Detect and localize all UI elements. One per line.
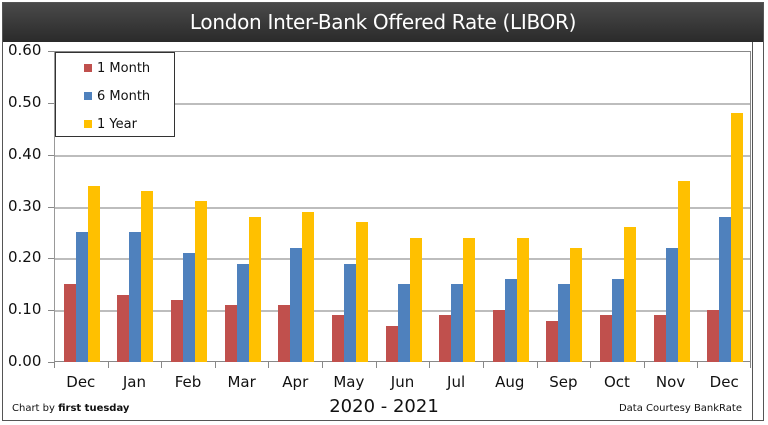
bar-6-month [719,216,732,362]
bar-1-month [439,315,452,362]
y-tick-label: 0.60 [8,41,42,59]
bar-1-year [355,222,368,362]
x-tick-label: Dec [709,373,739,391]
x-tick-label: Jul [447,373,466,391]
y-tick-mark [48,310,54,312]
bar-1-year [731,113,744,362]
bar-1-month [385,325,398,362]
x-tick-mark [268,362,270,368]
bar-1-year [248,216,261,362]
bar-6-month [611,279,624,362]
bar-1-month [224,304,237,362]
x-tick-label: Nov [655,373,686,391]
gridline [55,206,750,209]
bar-6-month [558,284,571,362]
y-tick-mark [48,362,54,363]
bar-1-year [677,180,690,362]
chart-credit: Chart by first tuesday [12,403,130,414]
x-tick-label: Jan [122,373,146,391]
x-tick-mark [214,362,216,368]
y-tick-label: 0.00 [8,352,42,370]
x-tick-mark [590,362,592,368]
x-tick-mark [536,362,538,368]
x-tick-label: Oct [603,373,630,391]
bar-6-month [183,253,196,362]
bar-6-month [504,279,517,362]
credit-name: first tuesday [58,403,130,414]
frame-right-border [752,42,763,420]
x-tick-mark [107,362,109,368]
bar-1-month [278,304,291,362]
x-tick-mark [54,362,55,368]
x-tick-label: Jun [390,373,415,391]
bar-1-year [463,237,476,362]
x-tick-label: Sep [549,373,578,391]
bar-6-month [129,232,142,362]
legend: 1 Month 6 Month 1 Year [55,52,175,137]
bar-1-year [516,237,529,362]
plot-area [54,51,751,362]
y-tick-label: 0.30 [8,196,42,215]
gridline [55,154,750,157]
bar-1-year [623,227,636,362]
y-tick-label: 0.50 [8,92,42,111]
legend-item-1-month: 1 Month [84,61,150,76]
x-tick-mark [429,362,431,368]
legend-swatch-1-year [84,120,92,128]
bar-1-month [171,299,184,362]
x-tick-mark [750,362,751,368]
bar-1-month [707,310,720,362]
bar-1-month [599,315,612,362]
bar-1-year [409,237,422,362]
bar-1-month [117,294,130,362]
bar-6-month [343,263,356,362]
legend-swatch-1-month [84,64,92,72]
x-tick-mark [697,362,699,368]
x-tick-label: Apr [282,373,309,391]
bar-1-year [87,185,100,362]
x-tick-mark [322,362,324,368]
bar-1-month [546,320,559,362]
x-tick-mark [375,362,377,368]
bar-1-year [141,190,154,362]
bar-6-month [290,247,303,362]
x-tick-label: Dec [66,373,96,391]
bar-1-year [195,201,208,362]
x-tick-mark [482,362,484,368]
data-source: Data Courtesy BankRate [618,403,742,414]
bar-6-month [397,284,410,362]
gridline [55,258,750,261]
gridline [55,102,750,105]
bar-6-month [665,247,678,362]
y-tick-mark [48,206,54,208]
bar-6-month [451,284,464,362]
x-tick-mark [643,362,645,368]
x-tick-label: Aug [495,373,525,391]
bar-1-year [302,211,315,362]
y-tick-mark [48,154,54,156]
x-tick-label: Mar [227,373,256,391]
bar-1-month [492,310,505,362]
y-tick-mark [48,258,54,260]
bar-6-month [75,232,88,362]
y-tick-mark [48,102,54,104]
bar-1-year [570,247,583,362]
x-tick-mark [161,362,163,368]
legend-swatch-6-month [84,92,92,100]
legend-item-1-year: 1 Year [84,117,137,132]
y-tick-label: 0.10 [8,300,42,319]
x-tick-label: May [333,373,365,391]
y-tick-label: 0.20 [8,248,42,267]
bar-1-month [63,284,76,362]
x-axis-title: 2020 - 2021 [329,396,439,417]
y-tick-mark [48,51,54,52]
x-tick-label: Feb [174,373,202,391]
y-tick-label: 0.40 [8,144,42,163]
bar-6-month [236,263,249,362]
legend-item-6-month: 6 Month [84,89,150,104]
bar-1-month [331,315,344,362]
chart-title: London Inter-Bank Offered Rate (LIBOR) [3,3,763,42]
bar-1-month [653,315,666,362]
